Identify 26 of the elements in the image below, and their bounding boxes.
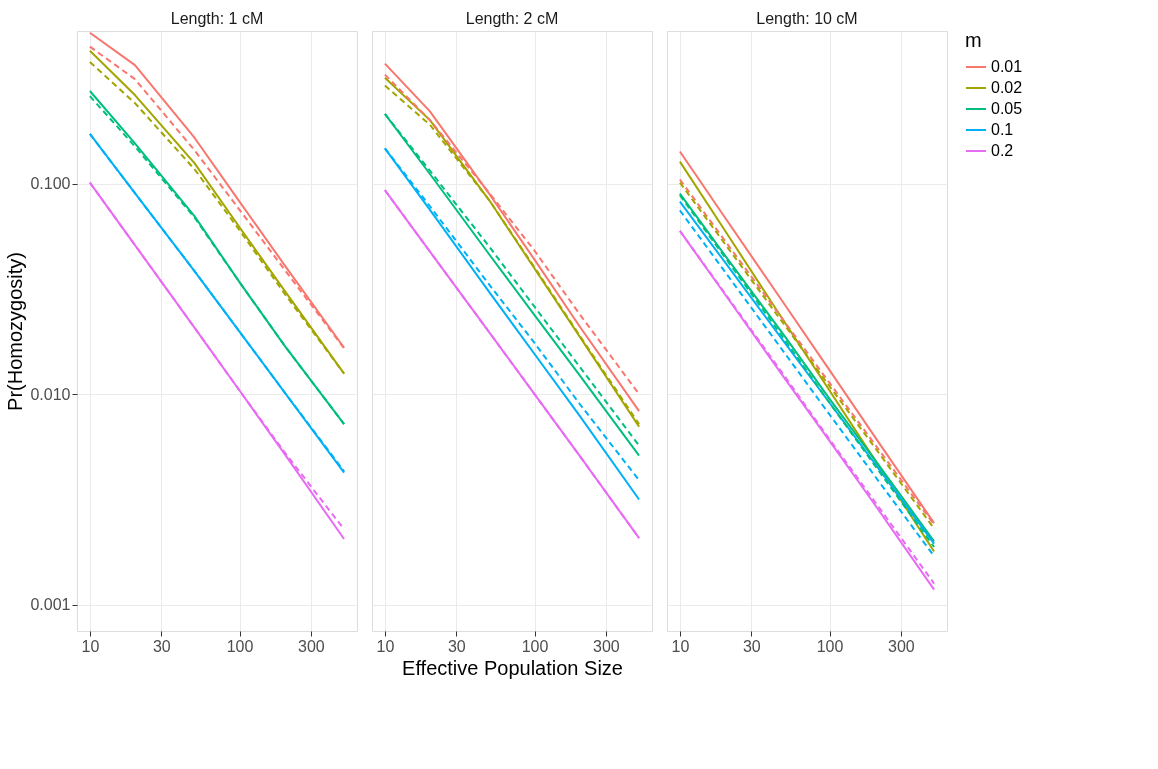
x-tick-label: 100 xyxy=(521,637,549,655)
legend-title: m xyxy=(965,29,982,51)
x-tick-label: 300 xyxy=(298,637,325,655)
y-axis-title: Pr(Homozygosity) xyxy=(4,252,27,411)
x-tick-label: 30 xyxy=(742,637,761,655)
x-tick-label: 10 xyxy=(81,637,100,655)
x-axis-title: Effective Population Size xyxy=(402,656,623,679)
y-tick-label: 0.100 xyxy=(30,175,71,193)
x-tick-label: 100 xyxy=(226,637,254,655)
x-tick-label: 30 xyxy=(447,637,466,655)
chart-title: Length: 2 cM xyxy=(465,10,559,27)
legend-label: 0.01 xyxy=(991,58,1023,75)
x-tick-label: 100 xyxy=(816,637,844,655)
y-tick-label: 0.001 xyxy=(30,596,71,614)
legend-label: 0.1 xyxy=(991,121,1014,138)
x-tick-label: 300 xyxy=(888,637,915,655)
x-tick-label: 10 xyxy=(671,637,690,655)
chart-title: Length: 10 cM xyxy=(756,10,858,27)
chart-title: Length: 1 cM xyxy=(170,10,264,27)
x-tick-label: 300 xyxy=(593,637,620,655)
legend-label: 0.02 xyxy=(991,79,1023,96)
legend-label: 0.05 xyxy=(991,100,1023,117)
x-tick-label: 30 xyxy=(152,637,171,655)
x-tick-label: 10 xyxy=(376,637,395,655)
y-tick-label: 0.010 xyxy=(30,385,71,403)
legend-label: 0.2 xyxy=(991,142,1014,159)
